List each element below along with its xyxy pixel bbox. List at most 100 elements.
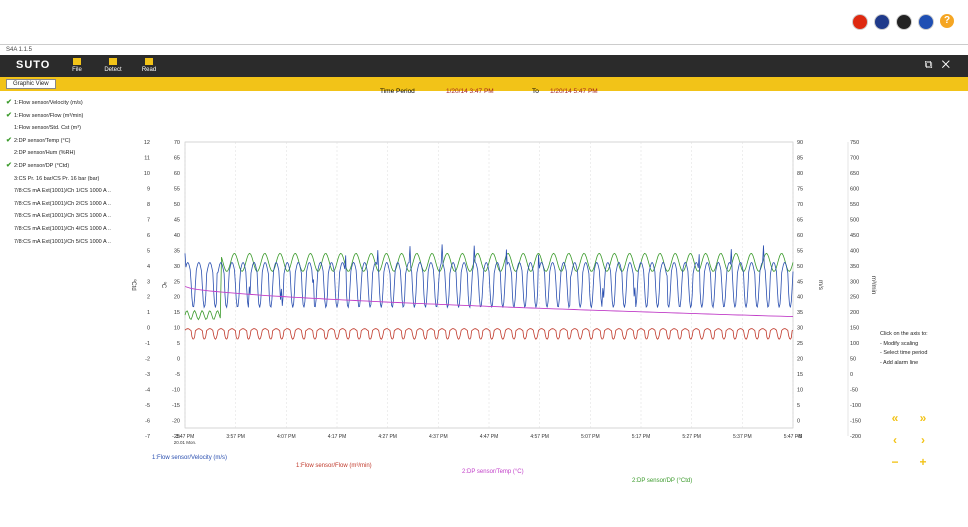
sensor-label: 7/8:CS mA Ext(1001)/Ch 5/CS 1000 A ... xyxy=(14,238,111,245)
y-tick-label: 250 xyxy=(850,295,859,301)
y-tick-label: 1 xyxy=(147,310,150,316)
y-tick-label: 15 xyxy=(797,372,803,378)
tab-graphic-view[interactable]: Graphic View xyxy=(6,79,56,89)
sensor-label: 7/8:CS mA Ext(1001)/Ch 1/CS 1000 A ... xyxy=(14,188,111,195)
chart[interactable]: 3:47 PM 3:57 PM 4:07 PM 4:17 PM 4:27 PM 4:37 … xyxy=(0,45,968,527)
y-tick-label: 2 xyxy=(147,295,150,301)
app-logo: SUTO xyxy=(16,59,51,71)
y-tick-label: 0 xyxy=(147,326,150,332)
y-tick-label: 450 xyxy=(850,233,859,239)
y-tick-label: 45 xyxy=(797,279,803,285)
sensor-item[interactable]: 3:CS Pr. 16 bar/CS Pr. 16 bar (bar) xyxy=(6,173,111,186)
hint-line: Click on the axis to: xyxy=(880,331,928,337)
y-tick-label: 100 xyxy=(850,341,859,347)
menu-file[interactable]: File xyxy=(62,58,92,73)
y-tick-label: 25 xyxy=(174,279,180,285)
sensor-item[interactable]: 7/8:CS mA Ext(1001)/Ch 4/CS 1000 A ... xyxy=(6,223,111,236)
hint-line: - Select time period xyxy=(880,350,928,356)
y-tick-label: 6 xyxy=(147,233,150,239)
sensor-item[interactable]: ✔ 1:Flow sensor/Flow (m³/min) xyxy=(6,110,111,123)
checkmark-icon: ✔ xyxy=(6,111,12,119)
series-dp-line xyxy=(184,252,794,321)
y-tick-label: 10 xyxy=(797,388,803,394)
y-tick-label: -5 xyxy=(145,403,150,409)
step-back-button[interactable]: ‹ xyxy=(893,433,897,447)
y-tick-label: 9 xyxy=(147,186,150,192)
y-tick-label: -7 xyxy=(145,434,150,440)
plot-frame xyxy=(184,141,794,429)
menu-read[interactable]: Read xyxy=(134,58,164,73)
hint-line: - Modify scaling xyxy=(880,340,919,347)
checkmark-icon: ✔ xyxy=(6,99,12,106)
language-flags: ? xyxy=(852,14,954,30)
fast-forward-button[interactable]: » xyxy=(919,411,927,425)
y-tick-label: -20 xyxy=(172,419,180,425)
x-tick-label: 4:47 PM xyxy=(480,434,499,440)
sensor-label: 1:Flow sensor/Flow (m³/min) xyxy=(14,112,84,119)
sensor-item[interactable]: 7/8:CS mA Ext(1001)/Ch 5/CS 1000 A ... xyxy=(6,236,111,249)
axis-hint: Click on the axis to: - Modify scaling - S… xyxy=(880,330,928,368)
checkmark-icon: ✔ xyxy=(6,161,12,169)
y-tick-label: 350 xyxy=(850,264,859,270)
step-forward-button[interactable]: › xyxy=(921,433,925,447)
zoom-out-button[interactable]: − xyxy=(891,455,899,469)
y-tick-label: 15 xyxy=(174,310,180,316)
y-tick-label: 300 xyxy=(850,279,859,285)
sensor-item[interactable]: 7/8:CS mA Ext(1001)/Ch 2/CS 1000 A ... xyxy=(6,198,111,211)
sensor-item[interactable]: 7/8:CS mA Ext(1001)/Ch 1/CS 1000 A ... xyxy=(6,185,111,198)
restore-icon[interactable]: ⧉ xyxy=(924,59,933,71)
y-tick-label: -4 xyxy=(145,388,150,394)
time-to-label: To xyxy=(532,88,539,95)
germany-flag-icon[interactable] xyxy=(896,14,912,30)
china-flag-icon[interactable] xyxy=(852,14,868,30)
y-tick-label: 650 xyxy=(850,171,859,177)
hint-line: - Add alarm line xyxy=(880,359,919,366)
time-from[interactable]: 1/20/14 3:47 PM xyxy=(446,88,494,95)
x-tick-label: 5:37 PM xyxy=(733,434,752,440)
time-period-label: Time Period xyxy=(380,88,415,95)
y-tick-label: 5 xyxy=(797,403,800,409)
y-tick-label: 60 xyxy=(797,233,803,239)
y-tick-label: 90 xyxy=(797,140,803,146)
x-tick-label: 3:57 PM xyxy=(226,434,245,440)
help-icon[interactable]: ? xyxy=(940,14,954,28)
zoom-in-button[interactable]: + xyxy=(919,455,927,469)
close-icon[interactable]: ✕ xyxy=(941,59,950,71)
sensor-item[interactable]: ✔ 1:Flow sensor/Velocity (m/s) xyxy=(6,97,111,110)
uk-flag-icon[interactable] xyxy=(874,14,890,30)
y-tick-label: 200 xyxy=(850,310,859,316)
sensor-item[interactable]: ✔ 2:DP sensor/Temp (°C) xyxy=(6,135,111,148)
sensor-item[interactable]: 2:DP sensor/Hum (%RH) xyxy=(6,147,111,160)
sensor-label: 2:DP sensor/Hum (%RH) xyxy=(14,150,76,157)
sensor-item[interactable]: 1:Flow sensor/Std. Cst (m³) xyxy=(6,122,111,135)
y-tick-label: 70 xyxy=(797,202,803,208)
y-tick-label: 55 xyxy=(797,248,803,254)
x-tick-label: 5:17 PM xyxy=(632,434,651,440)
x-tick-sublabel: 20.01 Mon. xyxy=(174,440,197,445)
menu-detect[interactable]: Detect xyxy=(98,58,128,73)
france-flag-icon[interactable] xyxy=(918,14,934,30)
y-tick-label: 12 xyxy=(144,140,150,146)
y-tick-label: 70 xyxy=(174,140,180,146)
legend-entry: 2:DP sensor/Temp (°C) xyxy=(462,469,524,475)
sensor-label: 1:Flow sensor/Velocity (m/s) xyxy=(14,100,83,106)
y-tick-label: -1 xyxy=(145,341,150,347)
y-tick-label: 80 xyxy=(797,171,803,177)
y-tick-label: -15 xyxy=(172,403,180,409)
y-tick-label: 0 xyxy=(177,357,180,363)
y-tick-label: 55 xyxy=(174,186,180,192)
y-tick-label: 20 xyxy=(797,357,803,363)
x-tick-label: 5:07 PM xyxy=(581,434,600,440)
y-tick-label: 5 xyxy=(177,341,180,347)
y-tick-label: 750 xyxy=(850,140,859,146)
time-to[interactable]: 1/20/14 5:47 PM xyxy=(550,88,598,95)
sensor-item[interactable]: ✔ 2:DP sensor/DP (°Ctd) xyxy=(6,160,111,173)
y-tick-label: 40 xyxy=(797,295,803,301)
y-tick-label: 500 xyxy=(850,217,859,223)
rewind-button[interactable]: « xyxy=(891,411,899,425)
axis-label: m³/min xyxy=(870,276,876,294)
y-tick-label: 700 xyxy=(850,155,859,161)
sensor-item[interactable]: 7/8:CS mA Ext(1001)/Ch 3/CS 1000 A ... xyxy=(6,210,111,223)
sensor-label: 3:CS Pr. 16 bar/CS Pr. 16 bar (bar) xyxy=(14,175,100,182)
sensor-label: 7/8:CS mA Ext(1001)/Ch 3/CS 1000 A ... xyxy=(14,213,111,220)
